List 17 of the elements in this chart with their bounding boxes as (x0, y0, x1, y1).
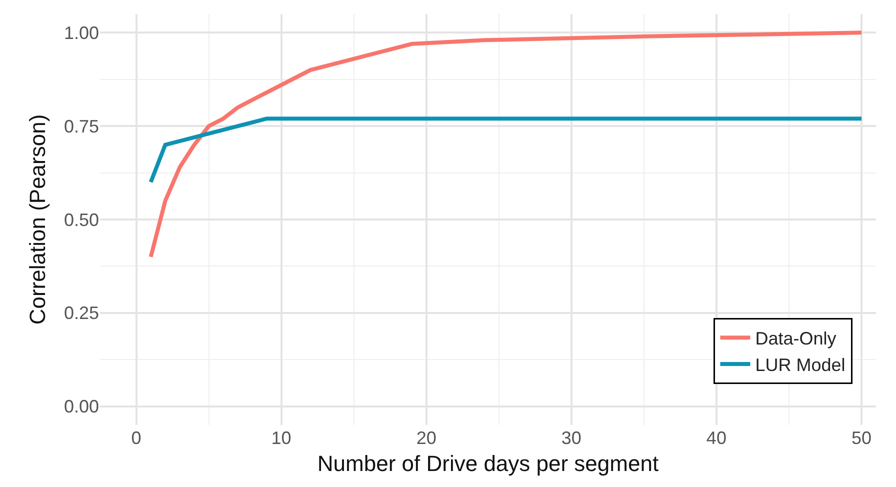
x-tick-label: 50 (851, 428, 872, 448)
y-tick-label: 1.00 (64, 22, 99, 43)
legend-label: Data-Only (755, 328, 836, 349)
x-tick-label: 40 (706, 428, 726, 448)
y-tick-label: 0.25 (64, 303, 99, 324)
y-tick-label: 0.50 (64, 210, 99, 230)
line-series (148, 30, 864, 259)
legend-label: LUR Model (755, 355, 846, 376)
x-axis-title: Number of Drive days per segment (317, 450, 659, 476)
x-tick-label: 30 (561, 428, 582, 448)
y-tick-label: 0.75 (64, 116, 99, 136)
y-axis-title: Correlation (Pearson) (24, 114, 50, 325)
line-series (148, 116, 864, 184)
x-tick-label: 20 (416, 428, 436, 448)
y-tick-label: 0.00 (64, 396, 99, 417)
x-tick-label: 0 (131, 428, 142, 448)
x-tick-label: 10 (271, 428, 292, 448)
